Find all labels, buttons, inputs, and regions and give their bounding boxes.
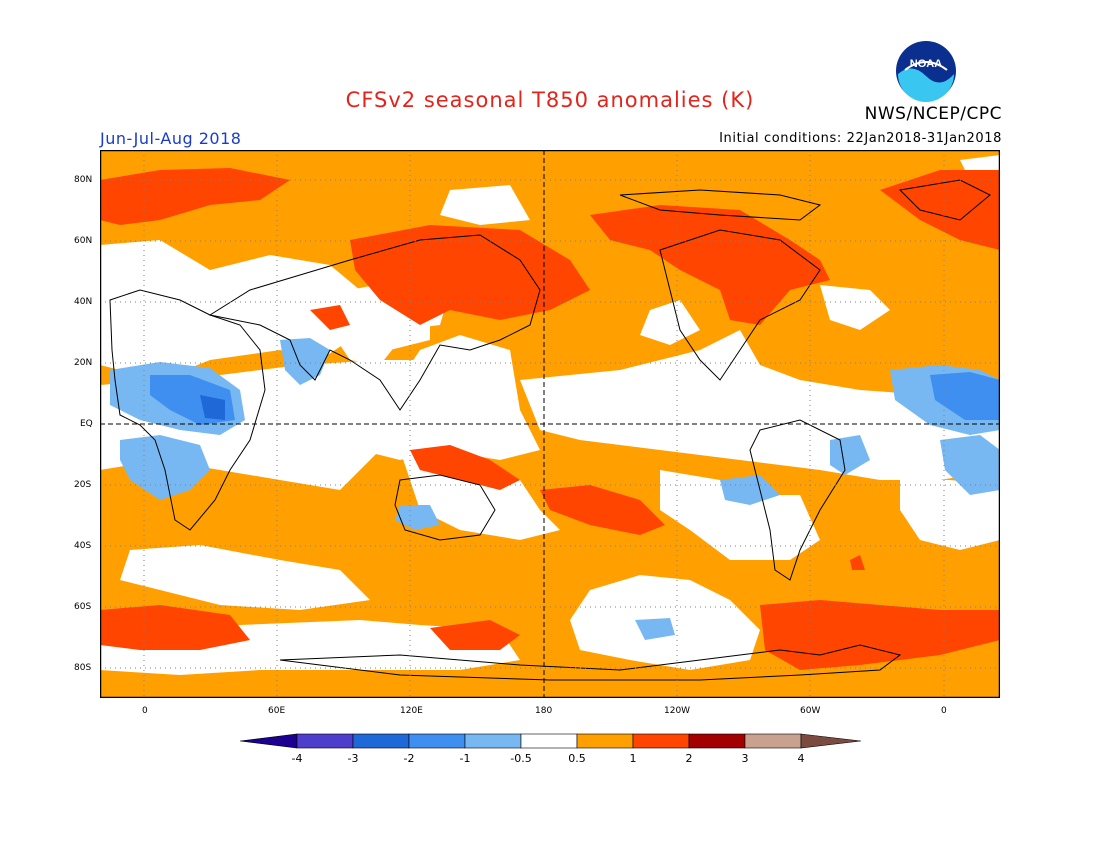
colorbar-label-p05: 0.5 — [568, 752, 586, 765]
colorbar-label-p3: 3 — [742, 752, 749, 765]
colorbar-swatch-2-1 — [408, 733, 466, 749]
warm-anomaly-regions — [100, 168, 1000, 670]
svg-text:NOAA: NOAA — [910, 58, 942, 70]
colorbar-swatch-3-2 — [352, 733, 410, 749]
colorbar-label-m05: -0.5 — [510, 752, 531, 765]
lat-label-80s: 80S — [74, 663, 92, 673]
colorbar-swatch-1-05 — [464, 733, 522, 749]
lon-label-120e: 120E — [400, 706, 423, 716]
colorbar-label-m4: -4 — [292, 752, 303, 765]
lat-label-60s: 60S — [74, 602, 92, 612]
colorbar: -4 -3 -2 -1 -0.5 0.5 1 2 3 4 — [240, 733, 862, 765]
colorbar-label-m2: -2 — [404, 752, 415, 765]
colorbar-swatch-lt-4 — [240, 733, 298, 749]
map-title: CFSv2 seasonal T850 anomalies (K) — [345, 88, 755, 112]
lat-label-eq: EQ — [80, 419, 93, 429]
colorbar-swatch-2-3 — [688, 733, 746, 749]
initial-conditions-label: Initial conditions: 22Jan2018-31Jan2018 — [719, 131, 1002, 146]
colorbar-label-m3: -3 — [348, 752, 359, 765]
lat-label-80n: 80N — [74, 175, 93, 185]
lat-label-20n: 20N — [74, 358, 93, 368]
lon-label-60e: 60E — [268, 706, 286, 716]
colorbar-label-p4: 4 — [798, 752, 805, 765]
lat-label-40n: 40N — [74, 297, 93, 307]
lat-label-40s: 40S — [74, 541, 92, 551]
colorbar-swatch-1-2 — [632, 733, 690, 749]
colorbar-label-p2: 2 — [686, 752, 693, 765]
lon-label-180: 180 — [535, 706, 553, 716]
colorbar-swatch-neutral — [520, 733, 578, 749]
colorbar-swatch-3-4 — [744, 733, 802, 749]
colorbar-label-p1: 1 — [630, 752, 637, 765]
lon-label-60w: 60W — [800, 706, 821, 716]
lon-label-0-east: 0 — [941, 706, 947, 716]
colorbar-swatch-4-3 — [296, 733, 354, 749]
lon-label-120w: 120W — [664, 706, 691, 716]
coastlines — [109, 179, 991, 681]
graticule — [100, 150, 1000, 698]
map-frame — [99, 149, 1001, 699]
noaa-logo-icon: NOAA — [896, 41, 956, 102]
colorbar-label-m1: -1 — [460, 752, 471, 765]
colorbar-swatch-05-1 — [576, 733, 634, 749]
anomaly-map — [99, 149, 1001, 699]
neutral-regions — [100, 155, 1000, 675]
lat-label-20s: 20S — [74, 480, 92, 490]
lat-label-60n: 60N — [74, 236, 93, 246]
agency-label: NWS/NCEP/CPC — [864, 104, 1002, 124]
map-canvas — [99, 149, 1001, 699]
lon-label-0: 0 — [142, 706, 148, 716]
colorbar-swatch-gt-4 — [800, 733, 862, 749]
season-label: Jun-Jul-Aug 2018 — [100, 129, 242, 148]
